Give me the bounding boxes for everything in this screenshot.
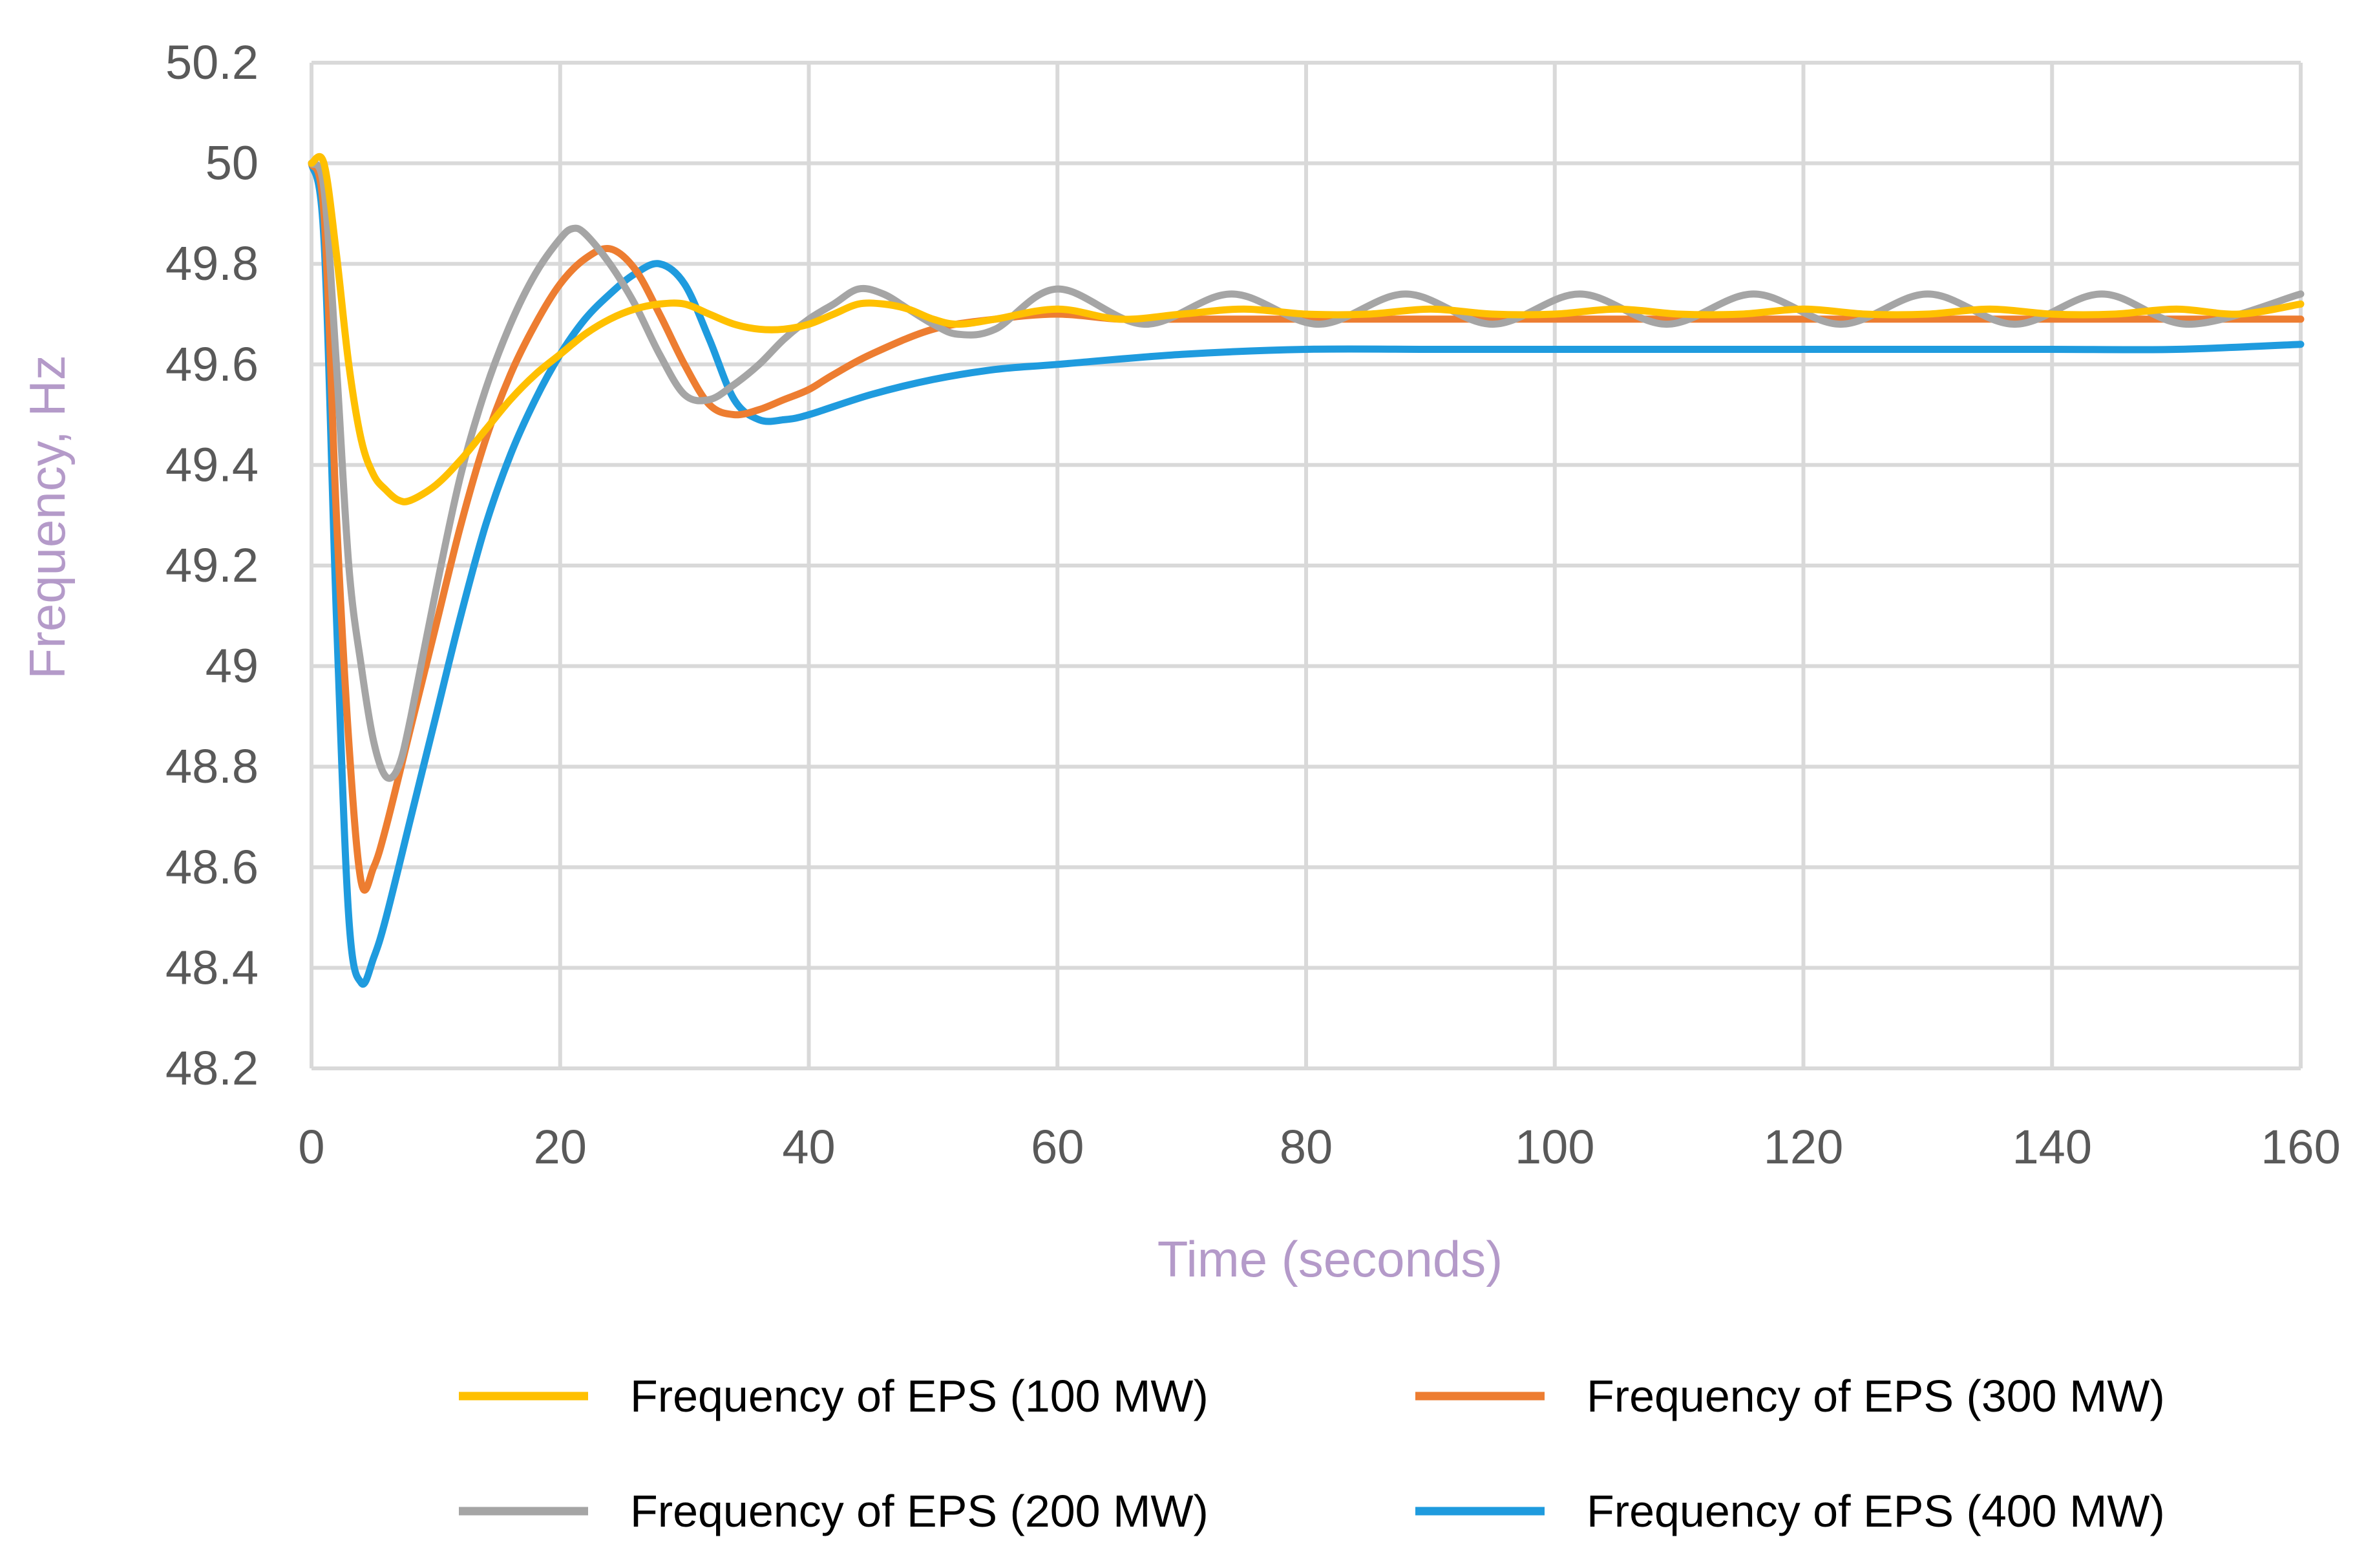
y-tick-label: 49.4 <box>165 438 259 491</box>
series-line-100mw <box>308 153 2305 505</box>
x-tick-label: 60 <box>1031 1120 1084 1174</box>
x-tick-label: 140 <box>2012 1120 2092 1174</box>
x-tick-label: 160 <box>2261 1120 2340 1174</box>
y-tick-label: 49.2 <box>165 538 259 592</box>
x-tick-label: 0 <box>298 1120 324 1174</box>
legend-label-100mw: Frequency of EPS (100 MW) <box>630 1371 1209 1421</box>
y-axis-title: Frequency, Hz <box>19 355 76 679</box>
y-tick-label: 48.8 <box>165 739 259 793</box>
x-tick-label: 40 <box>782 1120 835 1174</box>
x-axis-title: Time (seconds) <box>1157 1231 1503 1287</box>
y-tick-label: 48.6 <box>165 840 259 894</box>
y-tick-label: 50 <box>206 136 259 190</box>
legend-label-400mw: Frequency of EPS (400 MW) <box>1587 1486 2165 1536</box>
x-axis-ticks: 0 20 40 60 80 100 120 140 160 <box>298 1120 2340 1174</box>
y-tick-label: 49.8 <box>165 237 259 290</box>
grid <box>310 61 2303 1070</box>
y-tick-label: 49.6 <box>165 337 259 391</box>
legend-label-300mw: Frequency of EPS (300 MW) <box>1587 1371 2165 1421</box>
y-axis-ticks: 48.2 48.4 48.6 48.8 49 49.2 49.4 49.6 49.8 50 50.2 <box>165 36 259 1095</box>
legend: Frequency of EPS (100 MW) Frequency of EP… <box>459 1371 2165 1536</box>
y-tick-label: 48.4 <box>165 940 259 994</box>
y-tick-label: 50.2 <box>165 36 259 89</box>
x-tick-label: 20 <box>534 1120 587 1174</box>
legend-label-200mw: Frequency of EPS (200 MW) <box>630 1486 1209 1536</box>
x-tick-label: 80 <box>1280 1120 1333 1174</box>
x-tick-label: 120 <box>1764 1120 1843 1174</box>
series-line-300mw <box>308 160 2305 894</box>
series-lines <box>308 153 2305 988</box>
y-tick-label: 48.2 <box>165 1041 259 1095</box>
y-tick-label: 49 <box>206 639 259 693</box>
series-line-400mw <box>308 160 2305 988</box>
x-tick-label: 100 <box>1515 1120 1594 1174</box>
